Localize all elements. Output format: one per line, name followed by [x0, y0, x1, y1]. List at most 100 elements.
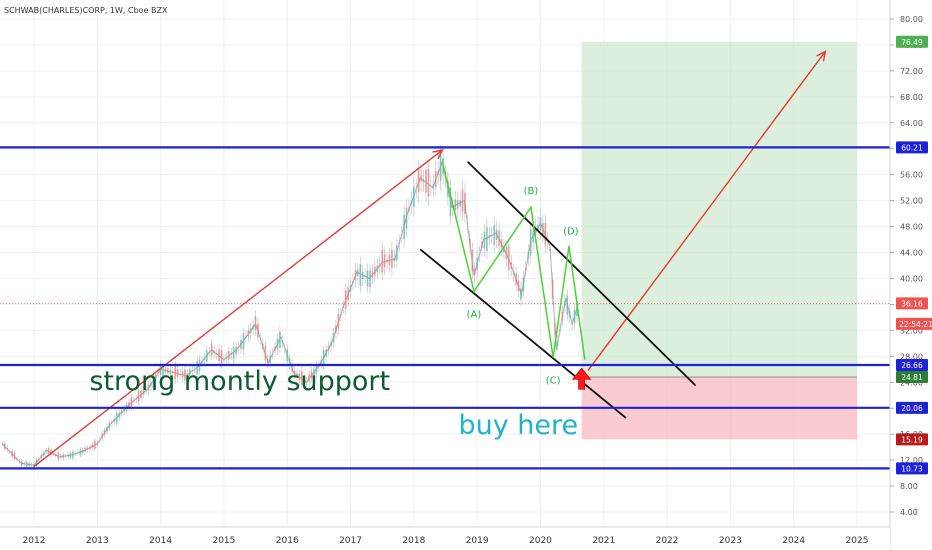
candle-body — [244, 336, 247, 339]
candle-body — [298, 373, 301, 380]
candle-body — [522, 277, 525, 291]
candle-body — [383, 254, 386, 268]
y-tick-label: 8.00 — [900, 482, 918, 491]
candle-body — [520, 288, 522, 300]
candle-body — [386, 259, 388, 263]
y-tick-label: 44.00 — [900, 249, 923, 258]
candle-body — [337, 313, 340, 330]
candle-body — [235, 346, 237, 355]
candle-body — [171, 371, 174, 374]
candle-body — [6, 448, 9, 450]
candle-body — [320, 359, 323, 364]
candle-body — [176, 369, 179, 378]
candle-body — [184, 369, 186, 381]
candle-body — [556, 340, 559, 347]
trend-line-projection[interactable] — [587, 51, 826, 372]
candle-body — [503, 246, 505, 253]
candle-body — [537, 224, 539, 231]
candle-body — [515, 273, 518, 285]
x-tick-label: 2025 — [846, 536, 869, 546]
candle-body — [561, 311, 564, 321]
candle-body — [274, 346, 276, 351]
candle-body — [23, 463, 26, 465]
candle-body — [45, 450, 48, 452]
price-badge-label: 24.81 — [901, 373, 923, 382]
candle-body — [149, 382, 152, 387]
time-axis[interactable]: 2012 2013 2014 2015 2016 2017 2018 2019 2020 2021… — [0, 526, 890, 550]
candle-body — [79, 449, 82, 456]
candle-body — [315, 365, 318, 374]
candle-body — [62, 454, 65, 459]
candle-body — [308, 374, 311, 382]
annotation-text: strong montly support — [89, 366, 390, 397]
x-tick-label: 2024 — [782, 536, 805, 546]
candle-body — [405, 207, 408, 229]
candle-body — [468, 239, 471, 246]
candle-body — [454, 199, 457, 211]
candle-body — [159, 364, 162, 375]
candle-body — [42, 452, 45, 456]
candle-body — [500, 239, 503, 248]
chart-labels: (A) (B) (C) (D) strong montly support buy her… — [89, 186, 592, 441]
candle-body — [510, 262, 513, 269]
candle-body — [249, 328, 252, 334]
candle-body — [103, 430, 106, 435]
candle-body — [495, 229, 498, 240]
candle-body — [456, 200, 459, 209]
price-badge-label: 26.66 — [901, 361, 923, 370]
candle-body — [449, 187, 452, 216]
annotation-text: buy here — [458, 410, 578, 441]
candle-body — [20, 461, 23, 466]
candle-body — [417, 169, 420, 193]
candle-body — [55, 453, 57, 457]
candle-body — [512, 271, 515, 275]
candle-body — [101, 433, 104, 439]
candle-body — [305, 380, 308, 383]
candle-body — [188, 369, 191, 378]
candle-body — [481, 241, 483, 248]
candle-body — [220, 349, 223, 364]
candle-body — [13, 452, 16, 460]
trend-line-uptrend[interactable] — [33, 149, 443, 468]
candle-body — [1, 443, 4, 445]
price-axis[interactable]: 4.008.0012.0016.0020.0024.0028.0032.0036… — [889, 0, 932, 550]
candle-body — [59, 455, 62, 458]
candle-body — [527, 252, 530, 259]
candle-body — [33, 463, 35, 468]
elliott-wave-path[interactable] — [441, 161, 586, 360]
candle-body — [74, 453, 77, 455]
candle-body — [254, 316, 257, 331]
chart-title: SCHWAB(CHARLES)CORP, 1W, Cboe BZX — [4, 6, 168, 15]
candle-body — [210, 343, 213, 356]
candle-body — [154, 374, 157, 380]
candle-body — [50, 449, 52, 455]
candle-body — [313, 368, 315, 377]
candle-body — [247, 330, 250, 337]
candle-body — [266, 359, 269, 364]
candle-body — [459, 200, 462, 207]
candle-body — [130, 397, 133, 408]
candle-body — [227, 351, 230, 360]
candle-body — [118, 412, 121, 418]
candle-body — [576, 301, 578, 317]
candle-body — [111, 421, 113, 423]
trend-line-channel-lower[interactable] — [419, 248, 627, 419]
candle-body — [408, 207, 410, 211]
candle-body — [403, 215, 406, 240]
candle-body — [461, 189, 464, 212]
projection-arrowhead — [816, 50, 827, 62]
candle-body — [483, 231, 486, 249]
candle-body — [69, 453, 72, 458]
candle-body — [89, 446, 91, 449]
candle-body — [354, 270, 357, 281]
wave-label: (A) — [467, 309, 482, 320]
candle-body — [205, 350, 208, 362]
candle-body — [152, 374, 155, 388]
trend-line-channel-upper[interactable] — [467, 161, 697, 387]
price-badge-label: 36.16 — [901, 299, 923, 308]
price-badge-label: 20.06 — [901, 404, 923, 413]
y-tick-label: 48.00 — [900, 223, 923, 232]
horizontal-levels — [0, 146, 890, 470]
candle-body — [376, 265, 379, 273]
